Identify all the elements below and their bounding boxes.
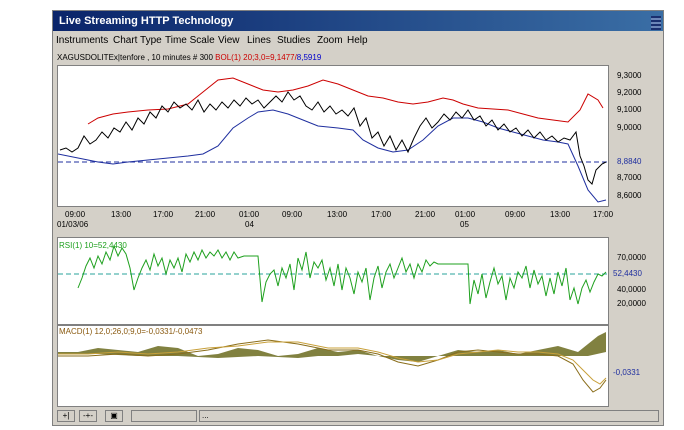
price-chart-panel[interactable] (57, 65, 609, 207)
line-tool-icon[interactable]: -+- (79, 410, 97, 422)
status-bar: +| -+- ▣ ... (53, 408, 663, 425)
instrument-label: XAGUSDOLITEx|tenfore , 10 minutes # 300 (57, 53, 213, 62)
price-y-tick: 9,2000 (617, 88, 642, 97)
menu-time-scale[interactable]: Time Scale (165, 35, 215, 46)
date-label: 01/03/06 (57, 220, 89, 229)
menu-lines[interactable]: Lines (247, 35, 271, 46)
macd-signal-line (58, 341, 607, 385)
rsi-y-tick: 40,0000 (617, 285, 646, 294)
rsi-current-value: 52,4430 (613, 269, 642, 278)
app-window: Live Streaming HTTP Technology Instrumen… (52, 10, 664, 426)
price-line (59, 91, 607, 185)
rsi-y-tick: 20,0000 (617, 299, 646, 308)
price-y-tick: 9,1000 (617, 105, 642, 114)
price-x-tick: 17:00 (371, 210, 392, 219)
menu-help[interactable]: Help (347, 35, 368, 46)
price-chart[interactable] (57, 66, 608, 206)
macd-histogram (58, 332, 606, 362)
menu-chart-type[interactable]: Chart Type (113, 35, 162, 46)
price-x-tick: 21:00 (195, 210, 216, 219)
price-y-tick: 9,3000 (617, 71, 642, 80)
status-field-2: ... (199, 410, 659, 422)
rsi-chart-panel[interactable] (57, 237, 609, 325)
price-x-tick: 01:00 (239, 210, 260, 219)
bollinger-label: BOL(1) 20;3,0=9,1477/ (215, 53, 297, 62)
rsi-chart[interactable] (58, 238, 608, 324)
crosshair-tool-icon[interactable]: +| (57, 410, 75, 422)
price-y-tick: 8,7000 (617, 173, 642, 182)
bollinger-upper-line (87, 77, 604, 125)
price-current-value: 8,8840 (617, 157, 642, 166)
menu-zoom[interactable]: Zoom (317, 35, 343, 46)
macd-chart[interactable] (58, 326, 608, 406)
price-x-tick: 13:00 (327, 210, 348, 219)
macd-label: MACD(1) 12,0;26,0;9,0=-0,0331/-0,0473 (59, 327, 203, 336)
rsi-label: RSI(1) 10=52,4430 (59, 241, 127, 250)
price-x-tick: 17:00 (153, 210, 174, 219)
bollinger-lower-line (57, 109, 607, 203)
window-title: Live Streaming HTTP Technology (59, 15, 234, 27)
macd-line (58, 339, 607, 393)
macd-current-value: -0,0331 (613, 368, 641, 377)
menu-bar: Instruments Chart Type Time Scale View L… (53, 33, 663, 49)
price-x-tick: 09:00 (282, 210, 303, 219)
menu-studies[interactable]: Studies (277, 35, 311, 46)
price-x-tick: 21:00 (415, 210, 436, 219)
rsi-y-tick: 70,0000 (617, 253, 646, 262)
price-x-tick: 01:00 (455, 210, 476, 219)
price-x-tick: 09:00 (505, 210, 526, 219)
save-tool-icon[interactable]: ▣ (105, 410, 123, 422)
price-x-tick: 17:00 (593, 210, 614, 219)
price-x-tick: 13:00 (550, 210, 571, 219)
menu-instruments[interactable]: Instruments (56, 35, 109, 46)
resize-grip-icon[interactable] (651, 16, 661, 30)
menu-view[interactable]: View (218, 35, 240, 46)
date-label: 05 (460, 220, 469, 229)
macd-chart-panel[interactable] (57, 325, 609, 407)
price-x-tick: 13:00 (111, 210, 132, 219)
rsi-line (77, 244, 607, 305)
chart-header: XAGUSDOLITEx|tenfore , 10 minutes # 300 … (57, 53, 321, 62)
title-bar: Live Streaming HTTP Technology (53, 11, 663, 31)
price-x-tick: 09:00 (65, 210, 86, 219)
price-y-tick: 8,6000 (617, 191, 642, 200)
bollinger-lower-value: 8,5919 (296, 53, 322, 62)
price-y-tick: 9,0000 (617, 123, 642, 132)
date-label: 04 (245, 220, 254, 229)
status-field-1 (131, 410, 197, 422)
